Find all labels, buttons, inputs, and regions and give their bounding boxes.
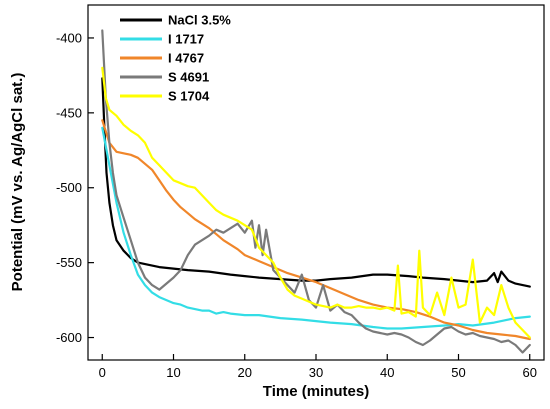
legend-label: S 1704 [168,89,210,104]
legend-label: I 4767 [168,51,204,66]
y-tick-label: -550 [56,255,82,270]
x-tick-label: 60 [523,365,537,380]
x-tick-label: 20 [238,365,252,380]
x-tick-label: 50 [451,365,465,380]
x-tick-label: 30 [309,365,323,380]
y-tick-label: -600 [56,330,82,345]
legend-label: I 1717 [168,32,204,47]
y-axis-ticks: -600 -550 -500 -450 -400 [56,30,94,345]
x-axis-ticks: 0 10 20 30 40 50 60 [99,354,537,380]
y-tick-label: -450 [56,105,82,120]
x-tick-label: 0 [99,365,106,380]
grid-and-axes: -600 -550 -500 -450 -400 0 10 20 30 40 50 60 [56,30,537,380]
series-line-i-1717 [101,126,531,330]
legend-label: S 4691 [168,70,209,85]
x-tick-label: 10 [166,365,180,380]
legend-label: NaCl 3.5% [168,13,231,28]
series-line-i-4767 [101,119,531,341]
y-tick-label: -500 [56,180,82,195]
y-axis-title: Potential (mV vs. Ag/AgCl sat.) [9,73,26,292]
series-line-nacl-3-5- [101,77,531,288]
series-line-s-4691 [101,29,531,354]
series-layer [101,29,531,354]
series-line-s-1704 [101,66,531,339]
plot-frame [87,4,545,361]
legend: NaCl 3.5% I 1717 I 4767 S 4691 S 1704 [120,13,231,104]
y-tick-label: -400 [56,30,82,45]
x-tick-label: 40 [380,365,394,380]
x-axis-title: Time (minutes) [263,383,369,400]
